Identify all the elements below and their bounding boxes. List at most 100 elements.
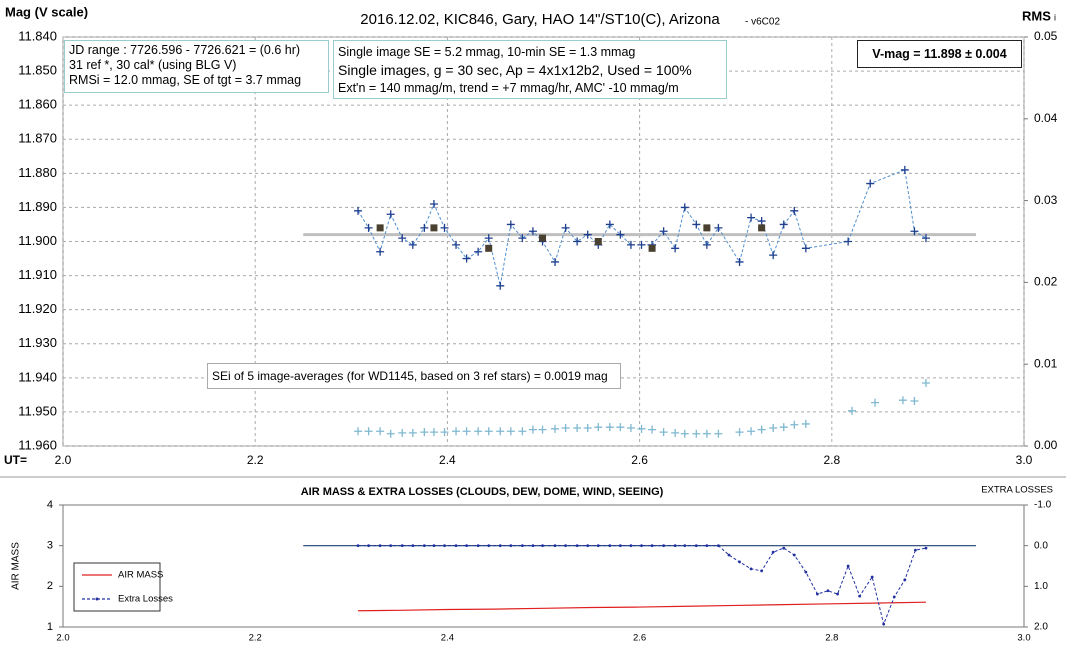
data-point [518, 234, 527, 243]
data-point [551, 257, 560, 266]
data-point [637, 240, 646, 249]
data-point [747, 213, 756, 222]
data-point [871, 398, 880, 407]
data-point [801, 244, 810, 253]
annotation-box: SEi of 5 image-averages (for WD1145, bas… [207, 363, 621, 389]
data-point [910, 397, 919, 406]
y2-tick-label: -1.0 [1034, 500, 1052, 511]
y-tick-label: 3 [47, 540, 53, 552]
data-point [452, 427, 461, 436]
x-tick-label: 2.8 [823, 453, 840, 467]
data-point [367, 544, 370, 548]
data-point [528, 425, 537, 434]
data-point [551, 424, 560, 433]
series-line [358, 545, 927, 626]
data-point [484, 234, 493, 243]
chart-title: 2016.12.02, KIC846, Gary, HAO 14"/ST10(C… [360, 11, 720, 28]
data-point [640, 544, 643, 548]
data-point [573, 424, 582, 433]
y2-tick-label: 0.03 [1034, 193, 1058, 207]
data-point [671, 244, 680, 253]
data-point [400, 544, 404, 548]
y-tick-label: 1 [47, 621, 53, 633]
y-tick-label: 11.860 [18, 97, 57, 112]
data-point [386, 429, 395, 438]
data-point [389, 544, 393, 548]
x-tick-label: 2.6 [633, 633, 646, 644]
data-point [758, 224, 766, 232]
data-point [792, 553, 796, 557]
data-point [462, 427, 471, 436]
data-point [659, 428, 668, 437]
data-point [760, 569, 764, 573]
data-point [531, 544, 535, 548]
data-point [474, 247, 483, 256]
chart-title: AIR MASS & EXTRA LOSSES (CLOUDS, DEW, DO… [301, 486, 664, 498]
data-point [583, 230, 592, 239]
y-tick-label: 11.940 [18, 369, 57, 384]
data-point [662, 544, 666, 548]
data-point [376, 247, 385, 256]
annotation-box: V-mag = 11.898 ± 0.004 [857, 40, 1022, 68]
y-tick-label: 11.870 [18, 131, 57, 146]
y-tick-label: 4 [47, 499, 53, 511]
annotation-text: 31 ref *, 30 cal* (using BLG V) [69, 58, 237, 72]
data-point [364, 427, 373, 436]
data-point [354, 427, 363, 436]
data-point [629, 544, 633, 548]
data-point [858, 594, 862, 598]
data-point [757, 217, 766, 226]
data-point [364, 223, 373, 232]
data-point [518, 427, 527, 436]
data-point [452, 240, 461, 249]
annotation-box: JD range : 7726.596 - 7726.621 = (0.6 hr… [64, 40, 329, 93]
data-point [892, 595, 896, 599]
data-point [769, 424, 778, 433]
data-point [757, 425, 766, 434]
annotation-text: RMSi = 12.0 mmag, SE of tgt = 3.7 mmag [69, 73, 302, 87]
data-point [815, 592, 819, 596]
y2-axis-label: RMS [1022, 8, 1051, 23]
y2-tick-label: 0.01 [1034, 356, 1058, 370]
y2-tick-label: 0.00 [1034, 438, 1058, 452]
data-point [616, 230, 625, 239]
data-point [836, 592, 839, 596]
data-point [485, 244, 493, 252]
data-point [747, 427, 756, 436]
data-point [454, 544, 458, 548]
data-point [573, 237, 582, 246]
data-point [735, 428, 744, 437]
x-tick-label: 2.0 [55, 453, 72, 467]
data-point [626, 424, 635, 433]
x-tick-label: 2.4 [439, 453, 456, 467]
y-tick-label: 11.950 [18, 403, 57, 418]
data-point [605, 220, 614, 229]
data-point [801, 419, 810, 428]
y-tick-label: 11.920 [18, 301, 57, 316]
data-point [440, 428, 449, 437]
y2-tick-label: 0.05 [1034, 29, 1058, 43]
y2-axis-label: EXTRA LOSSES [981, 485, 1053, 496]
data-point [553, 544, 557, 548]
y2-tick-label: 2.0 [1034, 622, 1048, 633]
data-point [440, 223, 449, 232]
data-point [650, 544, 654, 548]
data-point [618, 544, 622, 548]
data-point [411, 544, 415, 548]
data-point [564, 544, 568, 548]
x-tick-label: 3.0 [1017, 633, 1030, 644]
data-point [539, 234, 547, 242]
data-point [575, 544, 579, 548]
data-point [520, 544, 524, 548]
annotation-text: V-mag = 11.898 ± 0.004 [872, 47, 1007, 61]
data-point [429, 200, 438, 209]
data-point [680, 203, 689, 212]
legend-swatch [95, 597, 99, 601]
data-point [408, 428, 417, 437]
data-point [703, 224, 711, 232]
data-point [429, 428, 438, 437]
x-tick-label: 2.2 [247, 453, 264, 467]
data-point [487, 544, 491, 548]
data-point [538, 425, 547, 434]
